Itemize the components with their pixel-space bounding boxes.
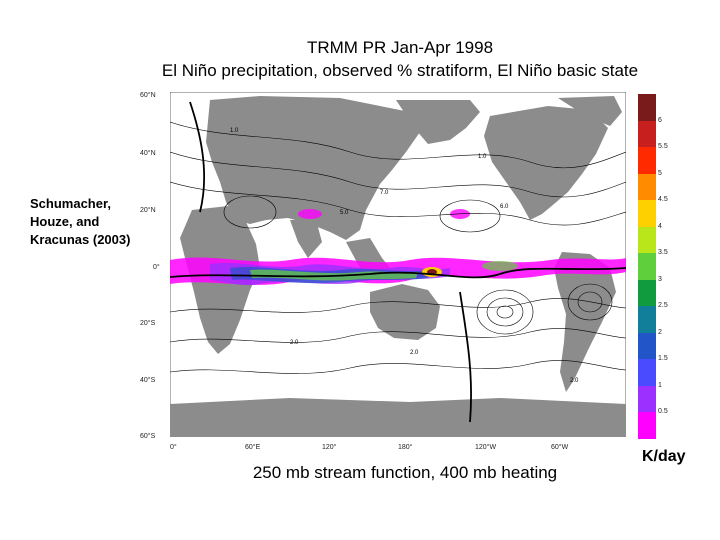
colorbar-swatch — [638, 173, 656, 201]
contour-label: 2.0 — [290, 340, 299, 346]
south-america — [554, 252, 616, 392]
contour-label: 6.0 — [500, 204, 509, 210]
attribution-line: Kracunas (2003) — [30, 232, 131, 247]
attribution-line: Schumacher, — [30, 196, 111, 211]
landmasses — [170, 96, 626, 437]
lat-label: 20°N — [140, 207, 156, 214]
colorbar-swatch — [638, 147, 656, 175]
lat-label: 0° — [153, 264, 160, 271]
zero-contour — [170, 267, 626, 279]
north-america — [484, 106, 608, 220]
contour-label: 1.0 — [478, 154, 487, 160]
contours — [170, 121, 626, 374]
colorbar-swatch — [638, 253, 656, 281]
lat-label: 20°S — [140, 320, 156, 327]
lat-label: 60°N — [140, 92, 156, 99]
colorbar-swatch — [638, 94, 656, 122]
colorbar-swatch — [638, 120, 656, 148]
attribution-line: Houze, and — [30, 214, 100, 229]
colorbar-swatch — [638, 226, 656, 254]
antarctica — [170, 398, 626, 437]
lon-label: 120°W — [475, 444, 497, 451]
colorbar-tick-label: 1.5 — [658, 355, 668, 363]
contour-labels: 1.0 7.0 5.0 6.0 2.0 2.0 1.0 2.0 — [230, 128, 579, 384]
australia — [370, 284, 440, 340]
lon-label: 60°E — [245, 444, 261, 451]
contour-label: 7.0 — [380, 190, 389, 196]
colorbar-swatch — [638, 306, 656, 334]
precipitation-map: 1.0 7.0 5.0 6.0 2.0 2.0 1.0 2.0 — [170, 92, 626, 437]
lon-label: 180° — [398, 444, 413, 451]
zero-contour-north — [189, 101, 206, 213]
colorbar-swatch — [638, 200, 656, 228]
contour-label: 2.0 — [570, 378, 579, 384]
heating-band — [170, 209, 626, 286]
colorbar-tick-label: 4.5 — [658, 196, 668, 204]
colorbar-swatch — [638, 332, 656, 360]
lon-label: 0° — [170, 444, 177, 451]
colorbar-tick-label: 2.5 — [658, 302, 668, 310]
lat-label: 40°S — [140, 377, 156, 384]
india — [290, 220, 322, 258]
colorbar-swatch — [638, 359, 656, 387]
colorbar — [638, 94, 656, 440]
lon-label: 120° — [322, 444, 337, 451]
colorbar-tick-label: 6 — [658, 116, 662, 124]
colorbar-tick-label: 5.5 — [658, 143, 668, 151]
lat-label: 40°N — [140, 150, 156, 157]
siberia — [396, 100, 480, 144]
caption: 250 mb stream function, 400 mb heating — [252, 463, 558, 482]
lon-label: 60°W — [551, 444, 569, 451]
colorbar-tick-label: 1 — [658, 381, 662, 389]
contour-label: 5.0 — [340, 210, 349, 216]
attribution: Schumacher, Houze, and Kracunas (2003) — [30, 195, 130, 249]
eurasia — [206, 96, 420, 240]
chart-title-line1: TRMM PR Jan-Apr 1998 — [306, 38, 494, 57]
colorbar-tick-label: 3 — [658, 275, 662, 283]
chart-title-line2: El Niño precipitation, observed % strati… — [161, 61, 639, 80]
colorbar-swatch — [638, 412, 656, 440]
colorbar-tick-label: 5 — [658, 169, 662, 177]
contour-label: 1.0 — [230, 128, 239, 134]
colorbar-swatch — [638, 385, 656, 413]
colorbar-tick-label: 0.5 — [658, 408, 668, 416]
colorbar-tick-label: 4 — [658, 222, 662, 230]
colorbar-swatch — [638, 279, 656, 307]
contour-label: 2.0 — [410, 350, 419, 356]
colorbar-tick-label: 2 — [658, 328, 662, 336]
lat-label: 60°S — [140, 433, 156, 440]
greenland — [558, 96, 622, 126]
zero-contour-south — [459, 291, 472, 423]
units-label: K/day — [642, 448, 686, 465]
colorbar-tick-label: 3.5 — [658, 249, 668, 257]
